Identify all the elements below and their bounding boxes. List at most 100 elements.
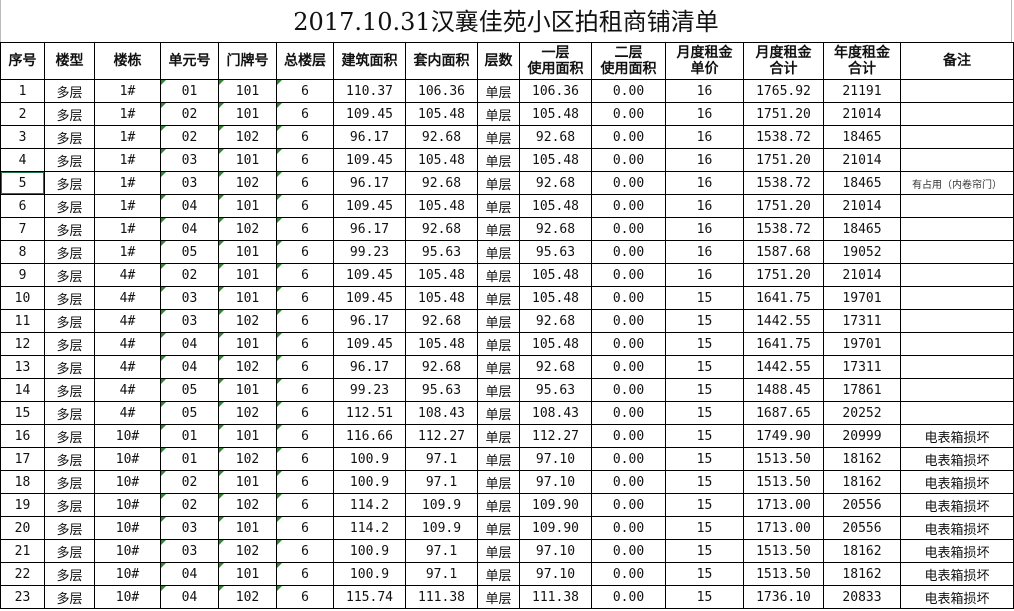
table-cell[interactable]: 1# <box>94 194 161 218</box>
table-cell[interactable]: 5 <box>0 171 45 195</box>
table-cell[interactable]: 单层 <box>477 263 520 287</box>
table-cell[interactable]: 多层 <box>44 378 95 402</box>
table-cell[interactable]: 112.27 <box>405 424 478 448</box>
table-cell[interactable]: 97.1 <box>405 447 478 471</box>
table-cell[interactable]: 102 <box>218 171 277 195</box>
table-cell[interactable]: 97.10 <box>519 447 592 471</box>
table-cell[interactable]: 单层 <box>477 217 520 241</box>
table-cell[interactable]: 1765.92 <box>743 79 824 103</box>
table-cell[interactable] <box>900 355 1014 379</box>
table-cell[interactable]: 15 <box>665 332 744 356</box>
table-cell[interactable]: 102 <box>218 125 277 149</box>
table-cell[interactable]: 105.48 <box>519 194 592 218</box>
table-cell[interactable]: 4# <box>94 355 161 379</box>
table-cell[interactable]: 109.90 <box>519 516 592 540</box>
table-cell[interactable]: 111.38 <box>405 585 478 609</box>
table-cell[interactable]: 6 <box>276 286 334 310</box>
table-cell[interactable]: 0.00 <box>591 332 666 356</box>
table-cell[interactable]: 105.48 <box>519 148 592 172</box>
table-cell[interactable]: 101 <box>218 516 277 540</box>
table-cell[interactable]: 20999 <box>823 424 901 448</box>
table-cell[interactable]: 18465 <box>823 217 901 241</box>
table-cell[interactable]: 电表箱损坏 <box>900 470 1014 494</box>
table-cell[interactable]: 01 <box>160 447 219 471</box>
table-cell[interactable]: 96.17 <box>333 355 406 379</box>
table-cell[interactable]: 105.48 <box>519 102 592 126</box>
table-cell[interactable]: 102 <box>218 401 277 425</box>
column-header[interactable]: 月度租金 单价 <box>665 42 744 80</box>
table-cell[interactable]: 单层 <box>477 585 520 609</box>
table-cell[interactable]: 1513.50 <box>743 539 824 563</box>
table-cell[interactable]: 101 <box>218 562 277 586</box>
table-cell[interactable]: 16 <box>665 240 744 264</box>
table-cell[interactable]: 1751.20 <box>743 102 824 126</box>
table-cell[interactable]: 6 <box>276 378 334 402</box>
table-cell[interactable]: 单层 <box>477 493 520 517</box>
table-cell[interactable]: 1641.75 <box>743 332 824 356</box>
table-cell[interactable]: 4# <box>94 401 161 425</box>
table-cell[interactable]: 单层 <box>477 240 520 264</box>
table-cell[interactable]: 101 <box>218 332 277 356</box>
table-cell[interactable]: 19052 <box>823 240 901 264</box>
table-cell[interactable]: 112.27 <box>519 424 592 448</box>
table-cell[interactable]: 0.00 <box>591 171 666 195</box>
table-cell[interactable]: 03 <box>160 171 219 195</box>
table-cell[interactable]: 6 <box>276 401 334 425</box>
table-cell[interactable]: 15 <box>665 562 744 586</box>
table-cell[interactable]: 96.17 <box>333 171 406 195</box>
table-cell[interactable]: 105.48 <box>405 332 478 356</box>
table-cell[interactable]: 0.00 <box>591 516 666 540</box>
table-cell[interactable]: 04 <box>160 332 219 356</box>
table-cell[interactable]: 16 <box>665 148 744 172</box>
table-cell[interactable]: 17311 <box>823 309 901 333</box>
table-cell[interactable]: 21 <box>0 539 45 563</box>
table-cell[interactable]: 01 <box>160 424 219 448</box>
table-cell[interactable]: 101 <box>218 424 277 448</box>
table-cell[interactable]: 106.36 <box>519 79 592 103</box>
table-cell[interactable]: 105.48 <box>405 194 478 218</box>
table-cell[interactable]: 92.68 <box>519 125 592 149</box>
table-cell[interactable]: 多层 <box>44 263 95 287</box>
table-cell[interactable]: 1# <box>94 79 161 103</box>
table-cell[interactable]: 1488.45 <box>743 378 824 402</box>
table-cell[interactable]: 102 <box>218 309 277 333</box>
table-cell[interactable]: 有占用（内卷帘门） <box>900 171 1014 195</box>
column-header[interactable]: 楼栋 <box>94 42 161 80</box>
table-cell[interactable]: 0.00 <box>591 355 666 379</box>
table-cell[interactable]: 多层 <box>44 562 95 586</box>
table-cell[interactable]: 电表箱损坏 <box>900 562 1014 586</box>
table-cell[interactable]: 15 <box>665 516 744 540</box>
table-cell[interactable]: 1513.50 <box>743 447 824 471</box>
table-cell[interactable]: 114.2 <box>333 493 406 517</box>
table-cell[interactable]: 6 <box>276 125 334 149</box>
table-cell[interactable]: 6 <box>276 539 334 563</box>
table-cell[interactable]: 10# <box>94 493 161 517</box>
table-cell[interactable]: 单层 <box>477 539 520 563</box>
table-cell[interactable]: 101 <box>218 470 277 494</box>
table-cell[interactable]: 6 <box>276 516 334 540</box>
table-cell[interactable]: 1587.68 <box>743 240 824 264</box>
table-cell[interactable]: 15 <box>665 424 744 448</box>
table-cell[interactable]: 02 <box>160 125 219 149</box>
table-cell[interactable]: 多层 <box>44 125 95 149</box>
table-cell[interactable]: 110.37 <box>333 79 406 103</box>
table-cell[interactable]: 0.00 <box>591 240 666 264</box>
table-cell[interactable]: 单层 <box>477 470 520 494</box>
table-cell[interactable]: 1751.20 <box>743 194 824 218</box>
table-cell[interactable] <box>900 309 1014 333</box>
table-cell[interactable]: 6 <box>276 470 334 494</box>
table-cell[interactable]: 101 <box>218 263 277 287</box>
table-cell[interactable]: 15 <box>665 286 744 310</box>
table-cell[interactable]: 多层 <box>44 493 95 517</box>
table-cell[interactable]: 21191 <box>823 79 901 103</box>
table-cell[interactable]: 05 <box>160 378 219 402</box>
table-cell[interactable]: 18 <box>0 470 45 494</box>
table-cell[interactable]: 99.23 <box>333 240 406 264</box>
table-cell[interactable]: 101 <box>218 378 277 402</box>
table-cell[interactable]: 6 <box>276 148 334 172</box>
table-cell[interactable]: 109.90 <box>519 493 592 517</box>
table-cell[interactable]: 101 <box>218 240 277 264</box>
table-cell[interactable]: 6 <box>276 102 334 126</box>
table-cell[interactable]: 6 <box>276 263 334 287</box>
table-cell[interactable]: 0.00 <box>591 102 666 126</box>
